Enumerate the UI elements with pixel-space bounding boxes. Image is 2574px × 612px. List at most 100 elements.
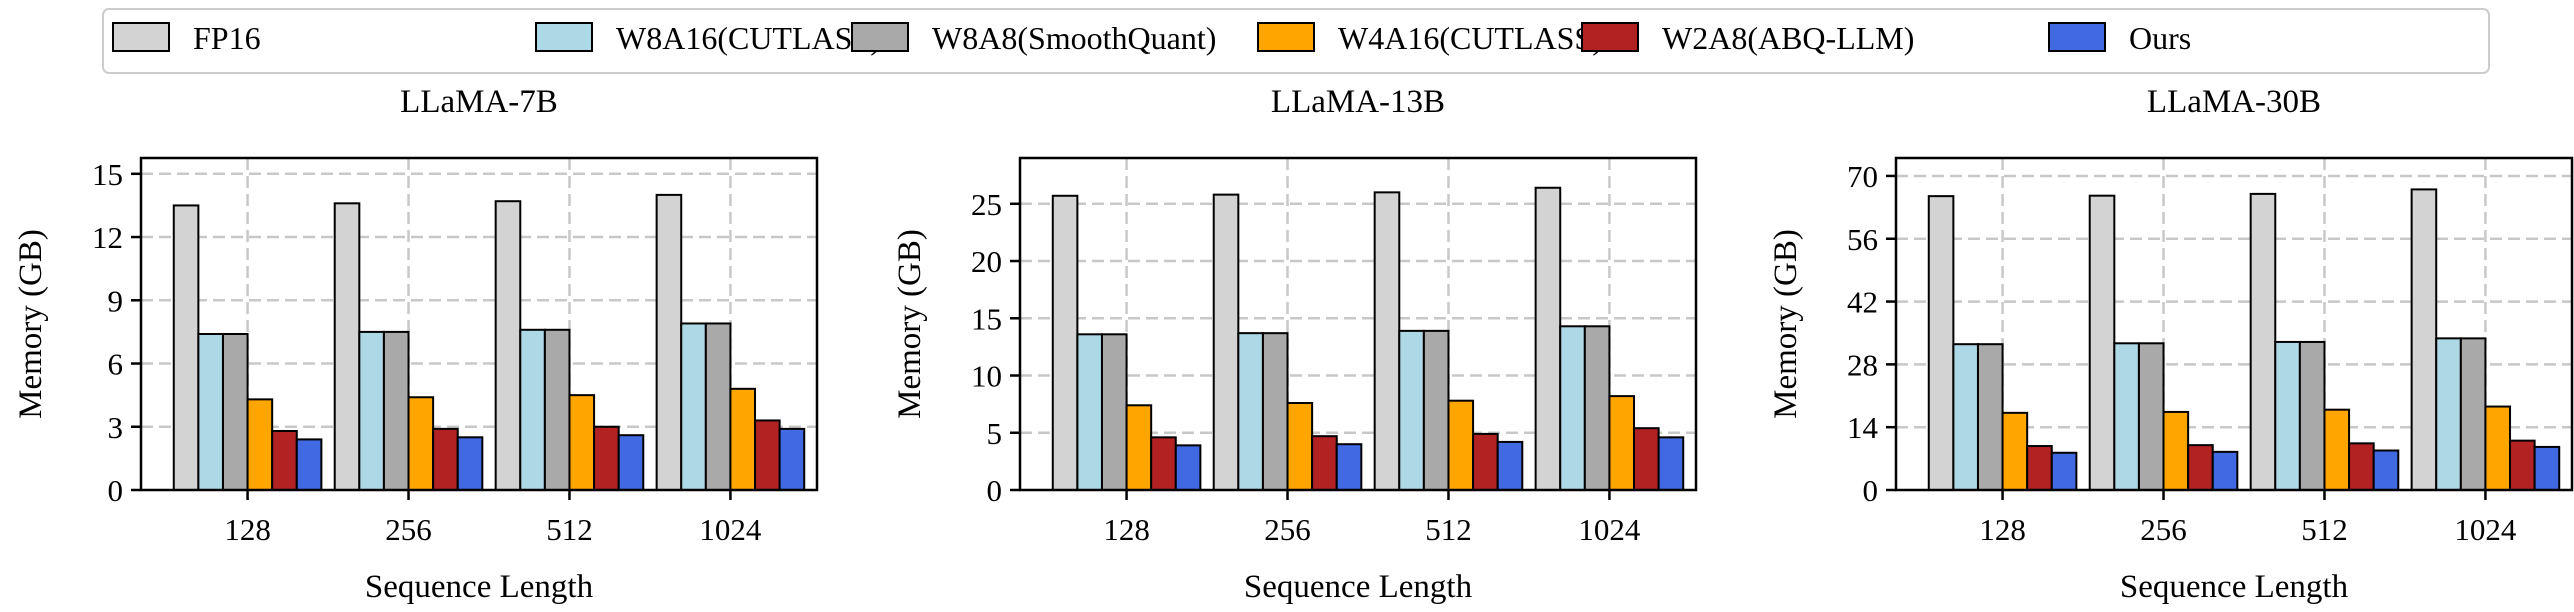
chart-panel-llama-13b: 0 5 10 15 20 25 128 256 512 1024 Sequence Length Me… bbox=[892, 84, 1698, 605]
bar-fp16-128 bbox=[1927, 195, 1955, 491]
y-tick-label: 20 bbox=[971, 244, 1002, 279]
y-tick-label: 5 bbox=[987, 416, 1003, 451]
bars bbox=[1051, 186, 1685, 492]
bar-w2a8-abq-llm-1024 bbox=[754, 419, 781, 492]
plot-frame bbox=[1018, 156, 1698, 492]
y-axis: 0 5 10 15 20 25 bbox=[971, 187, 1020, 508]
y-tick-label: 14 bbox=[1847, 410, 1879, 445]
y-axis: 0 14 28 42 56 70 bbox=[1847, 159, 1896, 508]
bar-w4a16-cutlass-256 bbox=[407, 396, 435, 491]
y-tick-label: 70 bbox=[1847, 159, 1878, 194]
bar-ours-128 bbox=[1174, 444, 1202, 491]
legend: FP16 W8A16(CUTLASS) W8A8(SmoothQuant) W4A16… bbox=[102, 8, 2490, 74]
bar-w8a16-cutlass-1024 bbox=[680, 322, 707, 491]
bar-w2a8-abq-llm-128 bbox=[271, 429, 298, 492]
x-axis: 128 256 512 1024 bbox=[1103, 490, 1641, 547]
x-tick-label: 128 bbox=[1103, 512, 1150, 547]
bar-w2a8-abq-llm-512 bbox=[593, 425, 620, 491]
y-tick-label: 0 bbox=[1863, 473, 1879, 508]
bar-fp16-128 bbox=[172, 204, 200, 492]
legend-swatch bbox=[1581, 22, 1639, 52]
legend-label: FP16 bbox=[193, 20, 261, 56]
bar-w8a16-cutlass-512 bbox=[519, 328, 546, 491]
bar-w8a16-cutlass-256 bbox=[358, 330, 385, 491]
bar-w8a16-cutlass-512 bbox=[2274, 340, 2301, 491]
bar-w2a8-abq-llm-512 bbox=[1472, 432, 1499, 491]
chart-title: LLaMA-7B bbox=[400, 84, 558, 120]
legend-swatch bbox=[112, 22, 170, 52]
chart-panel-llama-30b: 0 14 28 42 56 70 128 256 512 1024 Sequence Length M… bbox=[1768, 84, 2574, 605]
y-tick-label: 9 bbox=[108, 283, 124, 318]
y-tick-label: 15 bbox=[92, 157, 123, 192]
bar-w4a16-cutlass-128 bbox=[246, 398, 274, 492]
bar-w2a8-abq-llm-256 bbox=[1311, 435, 1338, 492]
y-tick-label: 56 bbox=[1847, 222, 1878, 257]
legend-label: W2A8(ABQ-LLM) bbox=[1662, 20, 1914, 56]
bar-w8a8-smoothquant-1024 bbox=[2459, 337, 2487, 491]
x-tick-label: 256 bbox=[2140, 512, 2187, 547]
bar-w4a16-cutlass-512 bbox=[1447, 399, 1475, 492]
legend-swatch bbox=[535, 22, 593, 52]
bar-w2a8-abq-llm-128 bbox=[2026, 445, 2053, 492]
bar-w8a8-smoothquant-1024 bbox=[1583, 325, 1611, 491]
chart-title: LLaMA-13B bbox=[1271, 84, 1445, 120]
bars bbox=[1927, 188, 2561, 492]
bar-fp16-512 bbox=[1373, 191, 1401, 492]
x-axis-label: Sequence Length bbox=[365, 569, 594, 605]
y-tick-label: 42 bbox=[1847, 285, 1878, 320]
legend-item-w8a8-smoothquant: W8A8(SmoothQuant) bbox=[851, 20, 1216, 56]
bar-fp16-256 bbox=[333, 202, 361, 491]
bar-w8a8-smoothquant-128 bbox=[1976, 343, 2004, 491]
plot-frame bbox=[139, 156, 819, 492]
bar-ours-256 bbox=[456, 436, 484, 491]
chart-panel-llama-7b: 0 3 6 9 12 15 128 256 512 1024 Sequence Length Memo… bbox=[13, 84, 819, 605]
bar-w8a16-cutlass-1024 bbox=[1559, 325, 1586, 491]
bar-w2a8-abq-llm-128 bbox=[1150, 436, 1177, 491]
bar-w8a8-smoothquant-512 bbox=[543, 328, 571, 491]
x-axis: 128 256 512 1024 bbox=[224, 490, 762, 547]
x-tick-label: 1024 bbox=[1578, 512, 1641, 547]
bar-w8a16-cutlass-128 bbox=[197, 333, 224, 491]
bar-fp16-256 bbox=[1212, 193, 1240, 491]
legend-swatch bbox=[2048, 22, 2106, 52]
bar-w8a8-smoothquant-256 bbox=[382, 330, 410, 491]
bar-w8a8-smoothquant-128 bbox=[221, 333, 249, 491]
bar-w8a16-cutlass-256 bbox=[1237, 332, 1264, 492]
bar-ours-512 bbox=[617, 434, 645, 492]
legend-swatch bbox=[851, 22, 909, 52]
legend-label: W4A16(CUTLASS) bbox=[1338, 20, 1603, 56]
chart-title: LLaMA-30B bbox=[2147, 84, 2321, 120]
bar-w4a16-cutlass-1024 bbox=[2484, 405, 2512, 492]
bar-w2a8-abq-llm-1024 bbox=[2509, 439, 2536, 492]
bar-fp16-512 bbox=[494, 200, 522, 491]
bar-w8a8-smoothquant-512 bbox=[1422, 329, 1450, 491]
bar-fp16-1024 bbox=[1534, 186, 1562, 492]
legend-item-w8a16-cutlass: W8A16(CUTLASS) bbox=[535, 20, 881, 56]
x-tick-label: 256 bbox=[1264, 512, 1311, 547]
y-tick-label: 15 bbox=[971, 301, 1002, 336]
x-axis: 128 256 512 1024 bbox=[1979, 490, 2517, 547]
x-tick-label: 512 bbox=[546, 512, 593, 547]
bar-w8a16-cutlass-1024 bbox=[2435, 337, 2462, 491]
bar-w4a16-cutlass-512 bbox=[2323, 408, 2351, 491]
legend-swatch bbox=[1257, 22, 1315, 52]
legend-label: W8A8(SmoothQuant) bbox=[932, 20, 1216, 56]
bar-ours-512 bbox=[1496, 440, 1524, 491]
legend-item-fp16: FP16 bbox=[112, 20, 261, 56]
x-tick-label: 512 bbox=[1425, 512, 1472, 547]
x-tick-label: 128 bbox=[224, 512, 271, 547]
y-tick-label: 10 bbox=[971, 359, 1002, 394]
y-tick-label: 28 bbox=[1847, 347, 1878, 382]
legend-item-w2a8-abq-llm: W2A8(ABQ-LLM) bbox=[1581, 20, 1914, 56]
bar-w4a16-cutlass-1024 bbox=[729, 387, 757, 492]
bar-ours-256 bbox=[2211, 450, 2239, 492]
legend-item-ours: Ours bbox=[2048, 20, 2191, 56]
bar-w8a16-cutlass-256 bbox=[2113, 342, 2140, 492]
bars bbox=[172, 193, 806, 492]
x-axis-label: Sequence Length bbox=[1244, 569, 1473, 605]
bar-ours-128 bbox=[2050, 451, 2078, 492]
y-axis-label: Memory (GB) bbox=[1768, 229, 1804, 419]
x-tick-label: 1024 bbox=[2454, 512, 2517, 547]
x-tick-label: 128 bbox=[1979, 512, 2026, 547]
bar-fp16-128 bbox=[1051, 194, 1079, 492]
